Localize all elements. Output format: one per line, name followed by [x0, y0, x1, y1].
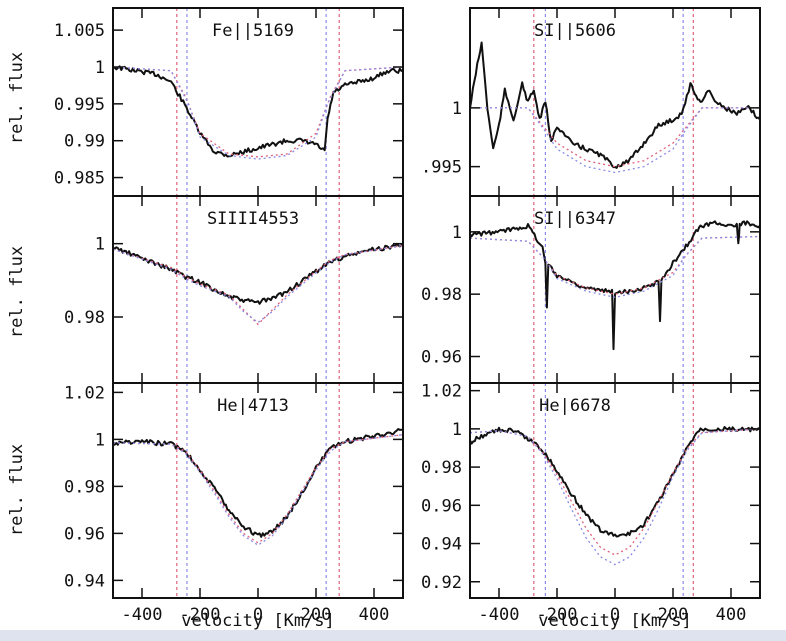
series-model-blue: [113, 66, 403, 160]
x-axis-label: velocity [Km/s]: [538, 611, 692, 630]
y-tick-label: 1: [95, 430, 105, 450]
panel-title: SI||6347: [534, 209, 616, 229]
y-tick-label: 1.005: [54, 21, 105, 41]
y-tick-label: 0.98: [421, 458, 462, 478]
panel-title: Fe||5169: [212, 21, 294, 41]
series-model-red: [470, 235, 760, 295]
series-model-blue: [470, 235, 760, 298]
x-tick-label: 400: [716, 605, 747, 625]
series-observed: [470, 426, 760, 538]
x-tick-label: -400: [479, 605, 520, 625]
panel-6: 1.02 1 0.98 0.96 0.94 0.92 -400 -200 0 200 400 He|6…: [421, 382, 761, 630]
series-model-red: [470, 428, 760, 556]
y-axis-label: rel. flux: [7, 52, 27, 144]
y-tick-label: 0.98: [64, 308, 105, 328]
y-tick-label: 1: [452, 420, 462, 440]
plot-area: [470, 383, 760, 598]
y-tick-label: 1: [95, 58, 105, 78]
series-model-blue: [470, 107, 760, 174]
y-tick-label: 0.995: [54, 95, 105, 115]
y-tick-label: 0.99: [64, 132, 105, 152]
series-observed: [113, 428, 403, 538]
panel-3: 1 0.98 SIIII4553 rel. flux: [7, 195, 404, 384]
y-tick-label: 0.92: [421, 573, 462, 593]
panel-title: He|4713: [217, 396, 289, 416]
panel-title: He|6678: [539, 396, 611, 416]
panel-4: 1 0.98 0.96 SI||6347: [421, 195, 761, 384]
x-tick-label: 200: [658, 605, 689, 625]
x-tick-label: 0: [610, 605, 620, 625]
y-tick-label: 1.02: [64, 383, 105, 403]
series-observed: [113, 65, 403, 158]
x-tick-label: 0: [253, 605, 263, 625]
plot-area: [470, 8, 760, 196]
y-tick-label: 0.96: [64, 524, 105, 544]
panel-title: SI||5606: [534, 21, 616, 41]
y-axis-label: rel. flux: [7, 444, 27, 536]
y-tick-label: .995: [421, 158, 462, 178]
y-axis-label: rel. flux: [7, 246, 27, 338]
series-model-blue: [470, 428, 760, 566]
y-tick-label: 0.96: [421, 496, 462, 516]
y-tick-label: 0.985: [54, 169, 105, 189]
plot-area: [113, 8, 403, 196]
x-tick-label: 200: [301, 605, 332, 625]
series-model-red: [470, 107, 760, 168]
panel-1: 1.005 1 0.995 0.99 0.985 Fe||5169 rel. flux: [7, 7, 404, 197]
panel-5: 1.02 1 0.98 0.96 0.94 -400 -200 0 200 400 He|4713 r…: [7, 382, 404, 630]
plot-area: [113, 383, 403, 598]
series-observed: [470, 41, 760, 169]
panel-2: 1 .995 SI||5606: [421, 7, 761, 197]
y-tick-label: 1: [95, 235, 105, 255]
panel-frame: [469, 382, 761, 599]
series-model-blue: [113, 434, 403, 546]
x-tick-label: -200: [537, 605, 578, 625]
y-tick-label: 1: [452, 223, 462, 243]
y-tick-label: 0.98: [64, 477, 105, 497]
y-tick-label: 0.98: [421, 285, 462, 305]
series-observed: [470, 220, 760, 351]
x-tick-label: -200: [180, 605, 221, 625]
series-model-blue: [113, 244, 403, 324]
y-tick-label: 0.94: [64, 571, 105, 591]
panel-title: SIIII4553: [207, 209, 299, 229]
y-tick-label: 1: [452, 99, 462, 119]
y-tick-label: 0.94: [421, 535, 462, 555]
x-axis-label: velocity [Km/s]: [181, 611, 335, 630]
y-tick-label: 0.96: [421, 348, 462, 368]
plot-area: [113, 196, 403, 383]
x-tick-label: -400: [122, 605, 163, 625]
y-tick-label: 1.02: [421, 382, 462, 402]
x-tick-label: 400: [359, 605, 390, 625]
series-model-red: [113, 434, 403, 544]
plot-area: [470, 196, 760, 383]
series-model-red: [113, 244, 403, 326]
bottom-band: [0, 630, 786, 641]
